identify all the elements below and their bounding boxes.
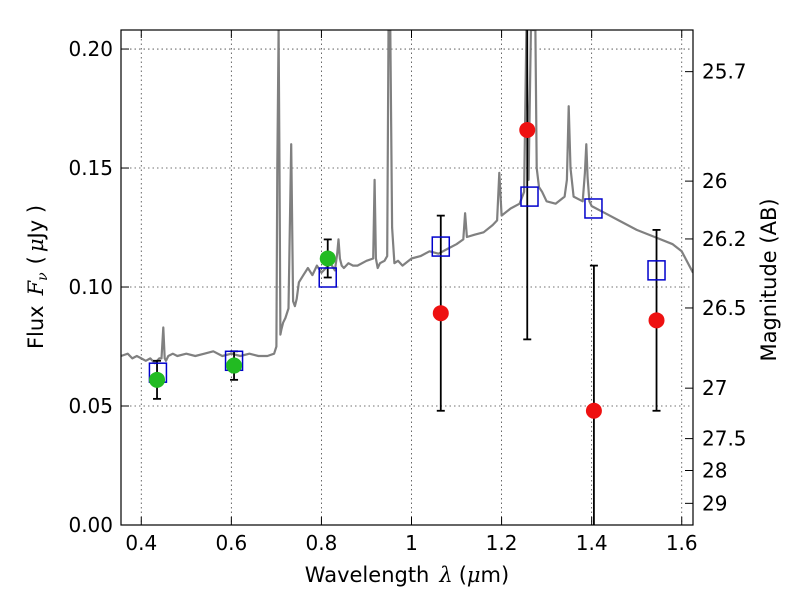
y2-tick-label: 26.5 <box>702 296 747 320</box>
x-tick-label: 0.8 <box>306 531 338 555</box>
plot-frame <box>120 29 694 526</box>
model-spectrum-layer <box>121 30 693 365</box>
model-photometry-square <box>584 198 603 219</box>
axis-ticks: 0.4 0.6 0.8 1 1.2 1.4 1.6 0.00 0.05 0.10 0.15 0.20 2… <box>68 30 747 555</box>
x-tick-label: 0.4 <box>125 531 157 555</box>
y2-tick-label: 26 <box>702 169 727 193</box>
y2-tick-label: 26.2 <box>702 227 747 251</box>
y-axis-title: FluxFν(μJy ) <box>24 205 51 349</box>
observed-nir-point <box>585 402 602 419</box>
model-photometry-square <box>318 267 337 288</box>
grid <box>121 30 693 526</box>
observed-nir-point <box>648 312 665 329</box>
y-tick-label: 0.20 <box>68 37 113 61</box>
observed-nir-point <box>519 121 536 138</box>
errorbars <box>153 30 661 525</box>
y-tick-label: 0.00 <box>68 513 113 537</box>
x-axis-title: Wavelength λ (μm) <box>305 563 509 587</box>
x-tick-label: 1.2 <box>486 531 518 555</box>
model-photometry-square <box>520 186 539 207</box>
y2-tick-label: 27 <box>702 376 727 400</box>
y2-tick-label: 28 <box>702 459 727 483</box>
x-tick-label: 1 <box>405 531 418 555</box>
model-spectrum-line <box>121 30 693 365</box>
x-tick-label: 1.6 <box>666 531 698 555</box>
model-photometry-square <box>431 236 451 257</box>
data-points <box>148 121 666 419</box>
y-tick-label: 0.05 <box>68 394 113 418</box>
observed-optical-point <box>226 357 243 374</box>
observed-optical-point <box>319 250 336 267</box>
model-photometry-square <box>647 260 666 281</box>
x-tick-label: 0.6 <box>215 531 247 555</box>
observed-optical-point <box>149 371 166 388</box>
observed-nir-point <box>432 305 449 322</box>
y2-tick-label: 25.7 <box>702 60 747 84</box>
y-tick-label: 0.10 <box>68 275 113 299</box>
y-tick-label: 0.15 <box>68 156 113 180</box>
y2-tick-label: 27.5 <box>702 427 747 451</box>
x-tick-label: 1.4 <box>576 531 608 555</box>
y2-axis-title: Magnitude (AB) <box>757 198 781 361</box>
y2-tick-label: 29 <box>702 491 727 515</box>
